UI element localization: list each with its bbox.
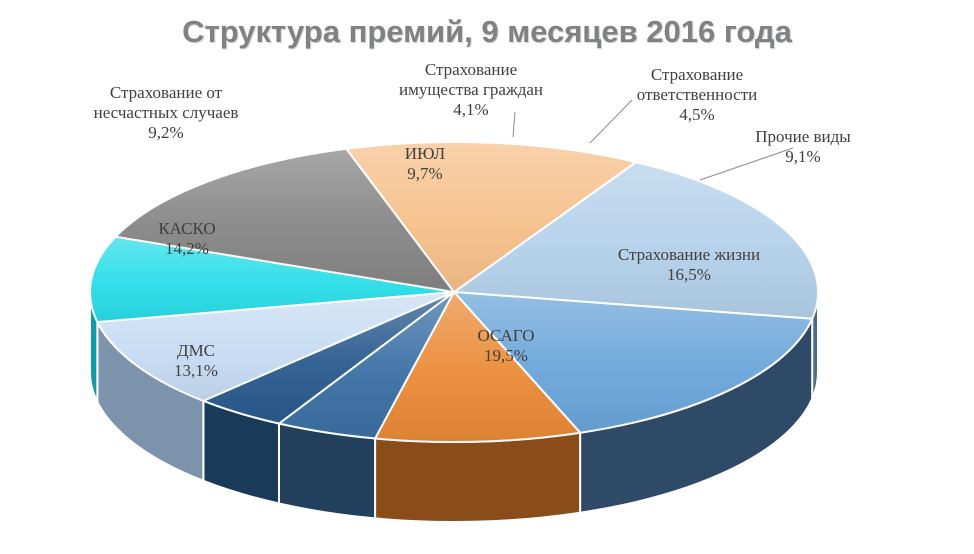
slice-name-5: ИЮЛ [405,144,446,163]
slice-value-4: 4,1% [453,100,488,119]
slice-labels: ОСАГО 19,5% Страхование жизни 16,5% Прочие в… [94,60,852,380]
slice-name-7: КАСКО [158,219,215,238]
leader-line-3 [589,99,633,144]
slice-name-4: имущества граждан [399,80,543,99]
slice-name-1: Страхование жизни [618,245,760,264]
pie-slice-gloss-2 [375,292,581,442]
slice-value-7: 14,2% [165,239,209,258]
slice-label-4: Страхование имущества граждан 4,1% [399,60,543,119]
slice-value-0: 19,5% [484,346,528,365]
pie-slice-gloss-7 [115,148,455,292]
slice-label-6: Страхование от несчастных случаев 9,2% [94,83,239,142]
slice-label-8: ДМС 13,1% [174,341,218,380]
leader-line-2 [699,147,794,181]
pie-slice-gloss-4 [203,292,454,424]
slice-value-2: 9,1% [785,147,820,166]
slice-label-1: Страхование жизни 16,5% [618,245,760,284]
slice-label-2: Прочие виды 9,1% [755,127,851,166]
pie-slices [89,141,819,443]
slice-name-8: ДМС [177,341,215,360]
slice-value-1: 16,5% [667,265,711,284]
pie-slice-gloss-5 [97,292,454,401]
pie-slice-gloss-6 [89,236,454,322]
leader-lines [512,99,794,181]
slice-name-6: несчастных случаев [94,103,239,122]
slice-name-2: Прочие виды [755,127,851,146]
pie-slice-gloss-0 [454,162,818,319]
slice-name-6: Страхование от [110,83,223,102]
slice-label-0: ОСАГО 19,5% [478,326,535,365]
slice-name-0: ОСАГО [478,326,535,345]
slice-label-7: КАСКО 14,2% [158,219,215,258]
pie-slice-gloss-8 [346,142,636,292]
slice-name-3: ответственности [637,85,757,104]
slice-value-8: 13,1% [174,361,218,380]
pie-slice-gloss-3 [278,292,454,439]
pie-slice-gloss-1 [454,292,813,433]
slice-label-3: Страхование ответственности 4,5% [637,65,757,124]
slice-name-3: Страхование [651,65,743,84]
leader-line-4 [512,111,516,138]
pie-side-2 [374,431,582,523]
chart-title: Структура премий, 9 месяцев 2016 года [182,14,792,49]
slice-value-3: 4,5% [679,105,714,124]
pie-sides [89,291,819,523]
slice-value-6: 9,2% [148,123,183,142]
slice-value-5: 9,7% [407,164,442,183]
slice-label-5: ИЮЛ 9,7% [405,144,446,183]
slice-name-4: Страхование [425,60,517,79]
